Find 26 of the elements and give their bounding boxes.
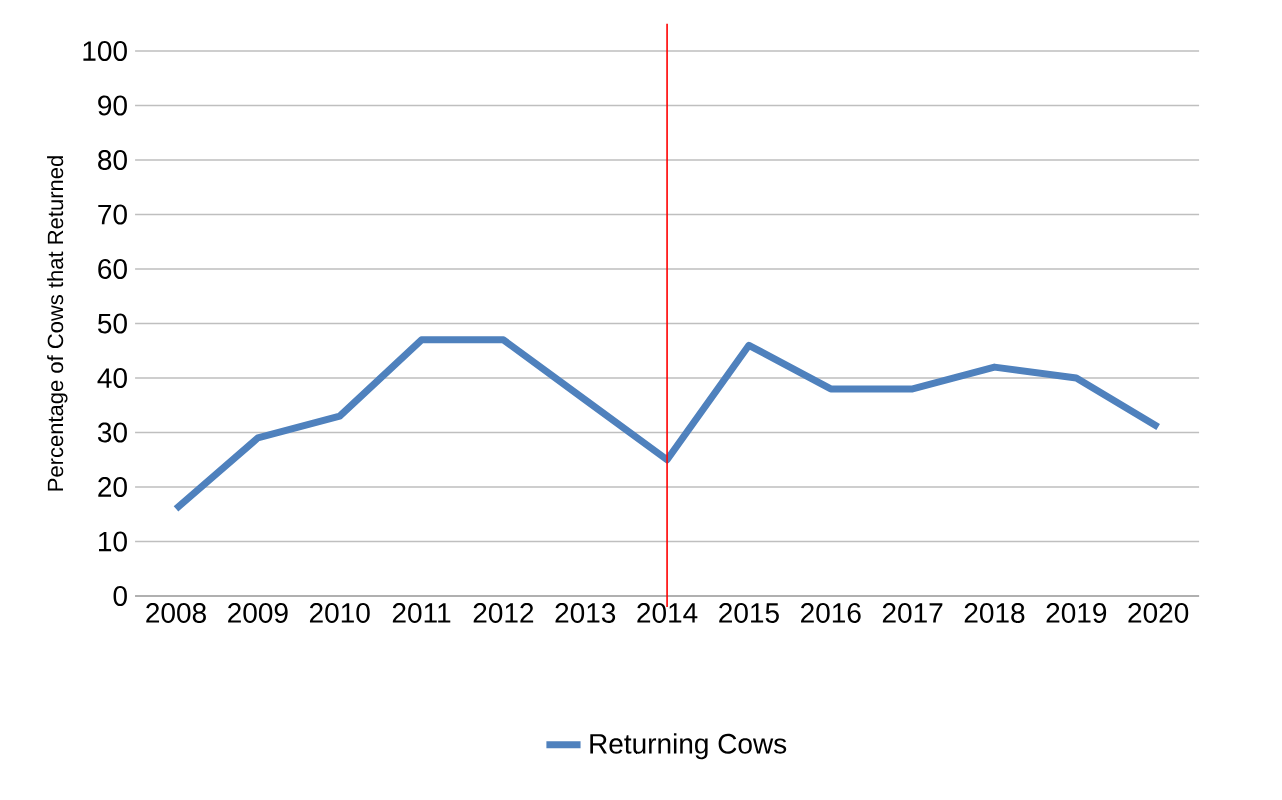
- x-tick-label: 2018: [964, 603, 1025, 623]
- y-tick-label: 20: [98, 477, 127, 497]
- x-tick-label: 2013: [555, 603, 616, 623]
- y-tick-label: 90: [98, 95, 127, 116]
- x-tick-label: 2014: [637, 603, 698, 623]
- x-tick-label: 2016: [801, 603, 861, 623]
- x-tick-label: 2020: [1128, 603, 1189, 623]
- y-axis-title: Percentage of Cows that Returned: [47, 156, 68, 491]
- x-tick-label: 2011: [392, 603, 451, 623]
- y-tick-label: 60: [98, 259, 127, 279]
- x-tick-label: 2015: [719, 603, 779, 623]
- x-tick-label: 2017: [882, 603, 943, 623]
- y-tick-label: 40: [97, 368, 127, 388]
- x-tick-label: 2010: [309, 603, 370, 623]
- y-tick-label: 0: [113, 586, 127, 606]
- y-tick-label: 80: [98, 150, 127, 170]
- y-tick-label: 70: [98, 204, 127, 225]
- y-tick-label: 50: [98, 313, 127, 334]
- x-tick-label: 2019: [1046, 603, 1107, 623]
- y-tick-label: 30: [97, 422, 127, 443]
- x-tick-label: 2009: [228, 603, 288, 623]
- legend-label: Returning Cows: [590, 733, 787, 760]
- y-tick-label: 10: [99, 531, 127, 552]
- x-tick-label: 2008: [146, 603, 206, 623]
- x-tick-label: 2012: [473, 603, 534, 623]
- y-tick-label: 100: [83, 41, 127, 61]
